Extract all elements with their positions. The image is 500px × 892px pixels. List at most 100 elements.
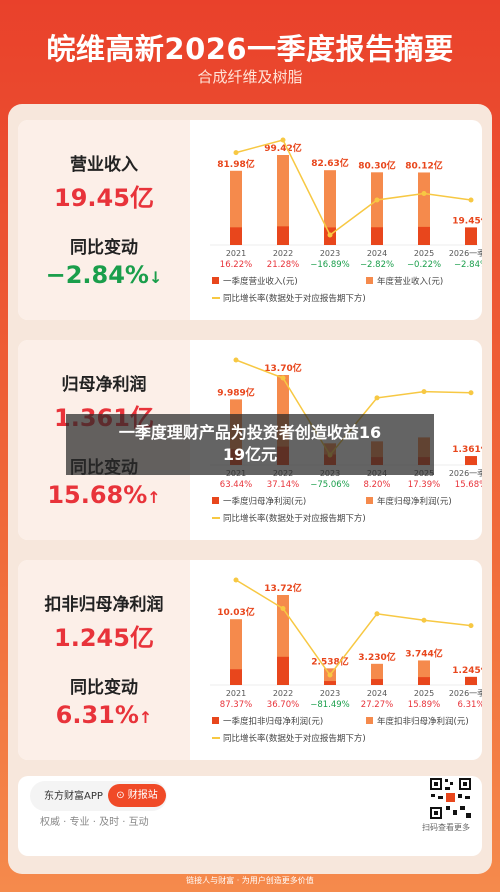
growth-rate-point xyxy=(280,137,286,143)
growth-rate-line xyxy=(235,139,472,237)
legend-q1: 一季度扣非归母净利润(元) xyxy=(223,716,323,727)
rate-label: 37.14% xyxy=(267,480,299,490)
report-station-label: 财报站 xyxy=(127,790,158,801)
category-label: 2023 xyxy=(320,689,340,698)
page-subtitle: 合成纤维及树脂 xyxy=(197,68,303,86)
annual-bar xyxy=(324,170,336,245)
revenue-card: 营业收入 19.45亿 同比变动 −2.84%↓ 81.98亿 2021 16.22… xyxy=(18,120,482,320)
value-label: 13.70亿 xyxy=(264,362,301,374)
metric-label: 扣非归母净利润 xyxy=(44,595,164,615)
page-title: 皖维高新2026一季度报告摘要 xyxy=(46,32,454,66)
qr-code-icon[interactable] xyxy=(428,776,473,821)
chart-svg: 81.98亿 2021 16.22% 99.42亿 2022 21.28% 82.63亿 20… xyxy=(210,137,482,304)
growth-rate-point xyxy=(374,197,380,203)
growth-rate-point xyxy=(374,611,380,617)
category-label: 2021 xyxy=(226,249,246,258)
growth-rate-point xyxy=(280,375,286,381)
legend-swatch-annual xyxy=(366,277,373,284)
change-value-text: −2.84% xyxy=(45,261,149,289)
change-value-text: 6.31% xyxy=(55,701,139,729)
value-label: 3.230亿 xyxy=(358,651,395,663)
change-value-text: 15.68% xyxy=(47,481,148,509)
growth-rate-point xyxy=(327,672,333,678)
legend-line: 同比增长率(数据处于对应报告期下方) xyxy=(223,733,366,744)
rate-label: −81.49% xyxy=(310,700,350,710)
annual-bar xyxy=(230,619,242,685)
growth-rate-point xyxy=(327,232,333,238)
app-pill[interactable]: 东方财富APP ⊙ 财报站 xyxy=(30,781,167,811)
legend-swatch-annual xyxy=(366,497,373,504)
category-label: 2022 xyxy=(273,249,293,258)
value-label: 19.45亿 xyxy=(452,214,482,226)
category-label: 2024 xyxy=(367,689,387,698)
rate-label: −0.22% xyxy=(407,260,441,270)
q1-bar xyxy=(465,227,477,245)
rate-label: 17.39% xyxy=(408,480,440,490)
annual-bar xyxy=(277,155,289,245)
growth-rate-line xyxy=(235,579,472,677)
legend-q1: 一季度归母净利润(元) xyxy=(223,496,306,507)
qr-caption: 扫码查看更多 xyxy=(422,823,470,832)
q1-bar xyxy=(418,677,430,685)
category-label: 2026一季度 xyxy=(449,468,482,478)
q1-bar xyxy=(418,226,430,245)
q1-bar xyxy=(465,676,477,685)
rate-label: −75.06% xyxy=(310,480,350,490)
metric-value: 19.45亿 xyxy=(54,184,154,212)
legend-annual: 年度扣非归母净利润(元) xyxy=(377,716,469,727)
change-value: 6.31%↑ xyxy=(18,701,190,729)
banner-line-2: 19亿元 xyxy=(222,445,278,464)
category-label: 2026一季度 xyxy=(449,248,482,258)
annual-bar xyxy=(230,170,242,245)
rate-label: 16.22% xyxy=(220,260,252,270)
category-label: 2024 xyxy=(367,249,387,258)
value-label: 3.744亿 xyxy=(405,647,442,659)
value-label: 80.12亿 xyxy=(405,159,442,171)
rate-label: −2.82% xyxy=(360,260,394,270)
metric-value: 1.245亿 xyxy=(54,624,154,652)
rate-label: 87.37% xyxy=(220,700,252,710)
growth-rate-point xyxy=(421,617,427,623)
category-label: 2022 xyxy=(273,689,293,698)
revenue-chart: 81.98亿 2021 16.22% 99.42亿 2022 21.28% 82.63亿 20… xyxy=(194,120,482,320)
deducted-profit-chart: 10.03亿 2021 87.37% 13.72亿 2022 36.70% 2.538亿 20… xyxy=(194,560,482,760)
down-arrow-icon: ↓ xyxy=(148,268,163,287)
growth-rate-point xyxy=(421,389,427,395)
rate-label: 15.68% xyxy=(455,480,482,490)
category-label: 2026一季度 xyxy=(449,688,482,698)
value-label: 1.361亿 xyxy=(452,443,482,455)
change-label: 同比变动 xyxy=(70,678,138,698)
q1-bar xyxy=(371,227,383,245)
value-label: 13.72亿 xyxy=(264,582,301,594)
app-name: 东方财富APP xyxy=(44,791,103,802)
q1-bar xyxy=(465,456,477,465)
growth-rate-point xyxy=(468,197,474,203)
q1-bar xyxy=(230,669,242,685)
rate-label: 6.31% xyxy=(457,700,482,710)
growth-rate-point xyxy=(468,623,474,629)
annual-bar xyxy=(418,172,430,245)
legend-q1: 一季度营业收入(元) xyxy=(223,276,298,287)
q1-bar xyxy=(371,679,383,685)
legend-annual: 年度归母净利润(元) xyxy=(377,496,452,507)
category-label: 2025 xyxy=(414,689,434,698)
value-label: 82.63亿 xyxy=(311,157,348,169)
growth-rate-point xyxy=(233,150,239,156)
legend-annual: 年度营业收入(元) xyxy=(377,276,443,287)
tagline: 权威 · 专业 · 及时 · 互动 xyxy=(40,817,149,828)
q1-bar xyxy=(277,226,289,245)
growth-rate-point xyxy=(233,357,239,363)
rate-label: −16.89% xyxy=(310,260,350,270)
footer: 东方财富APP ⊙ 财报站 权威 · 专业 · 及时 · 互动 扫码查看更多 xyxy=(18,776,482,856)
metric-label: 营业收入 xyxy=(70,155,138,175)
report-station-button[interactable]: ⊙ 财报站 xyxy=(108,784,166,807)
change-label: 同比变动 xyxy=(70,238,138,258)
growth-rate-point xyxy=(280,606,286,612)
category-label: 2021 xyxy=(226,689,246,698)
rate-label: 8.20% xyxy=(363,480,390,490)
legend-swatch-q1 xyxy=(212,497,219,504)
growth-rate-point xyxy=(421,191,427,197)
growth-rate-point xyxy=(468,390,474,396)
value-label: 81.98亿 xyxy=(217,158,254,170)
